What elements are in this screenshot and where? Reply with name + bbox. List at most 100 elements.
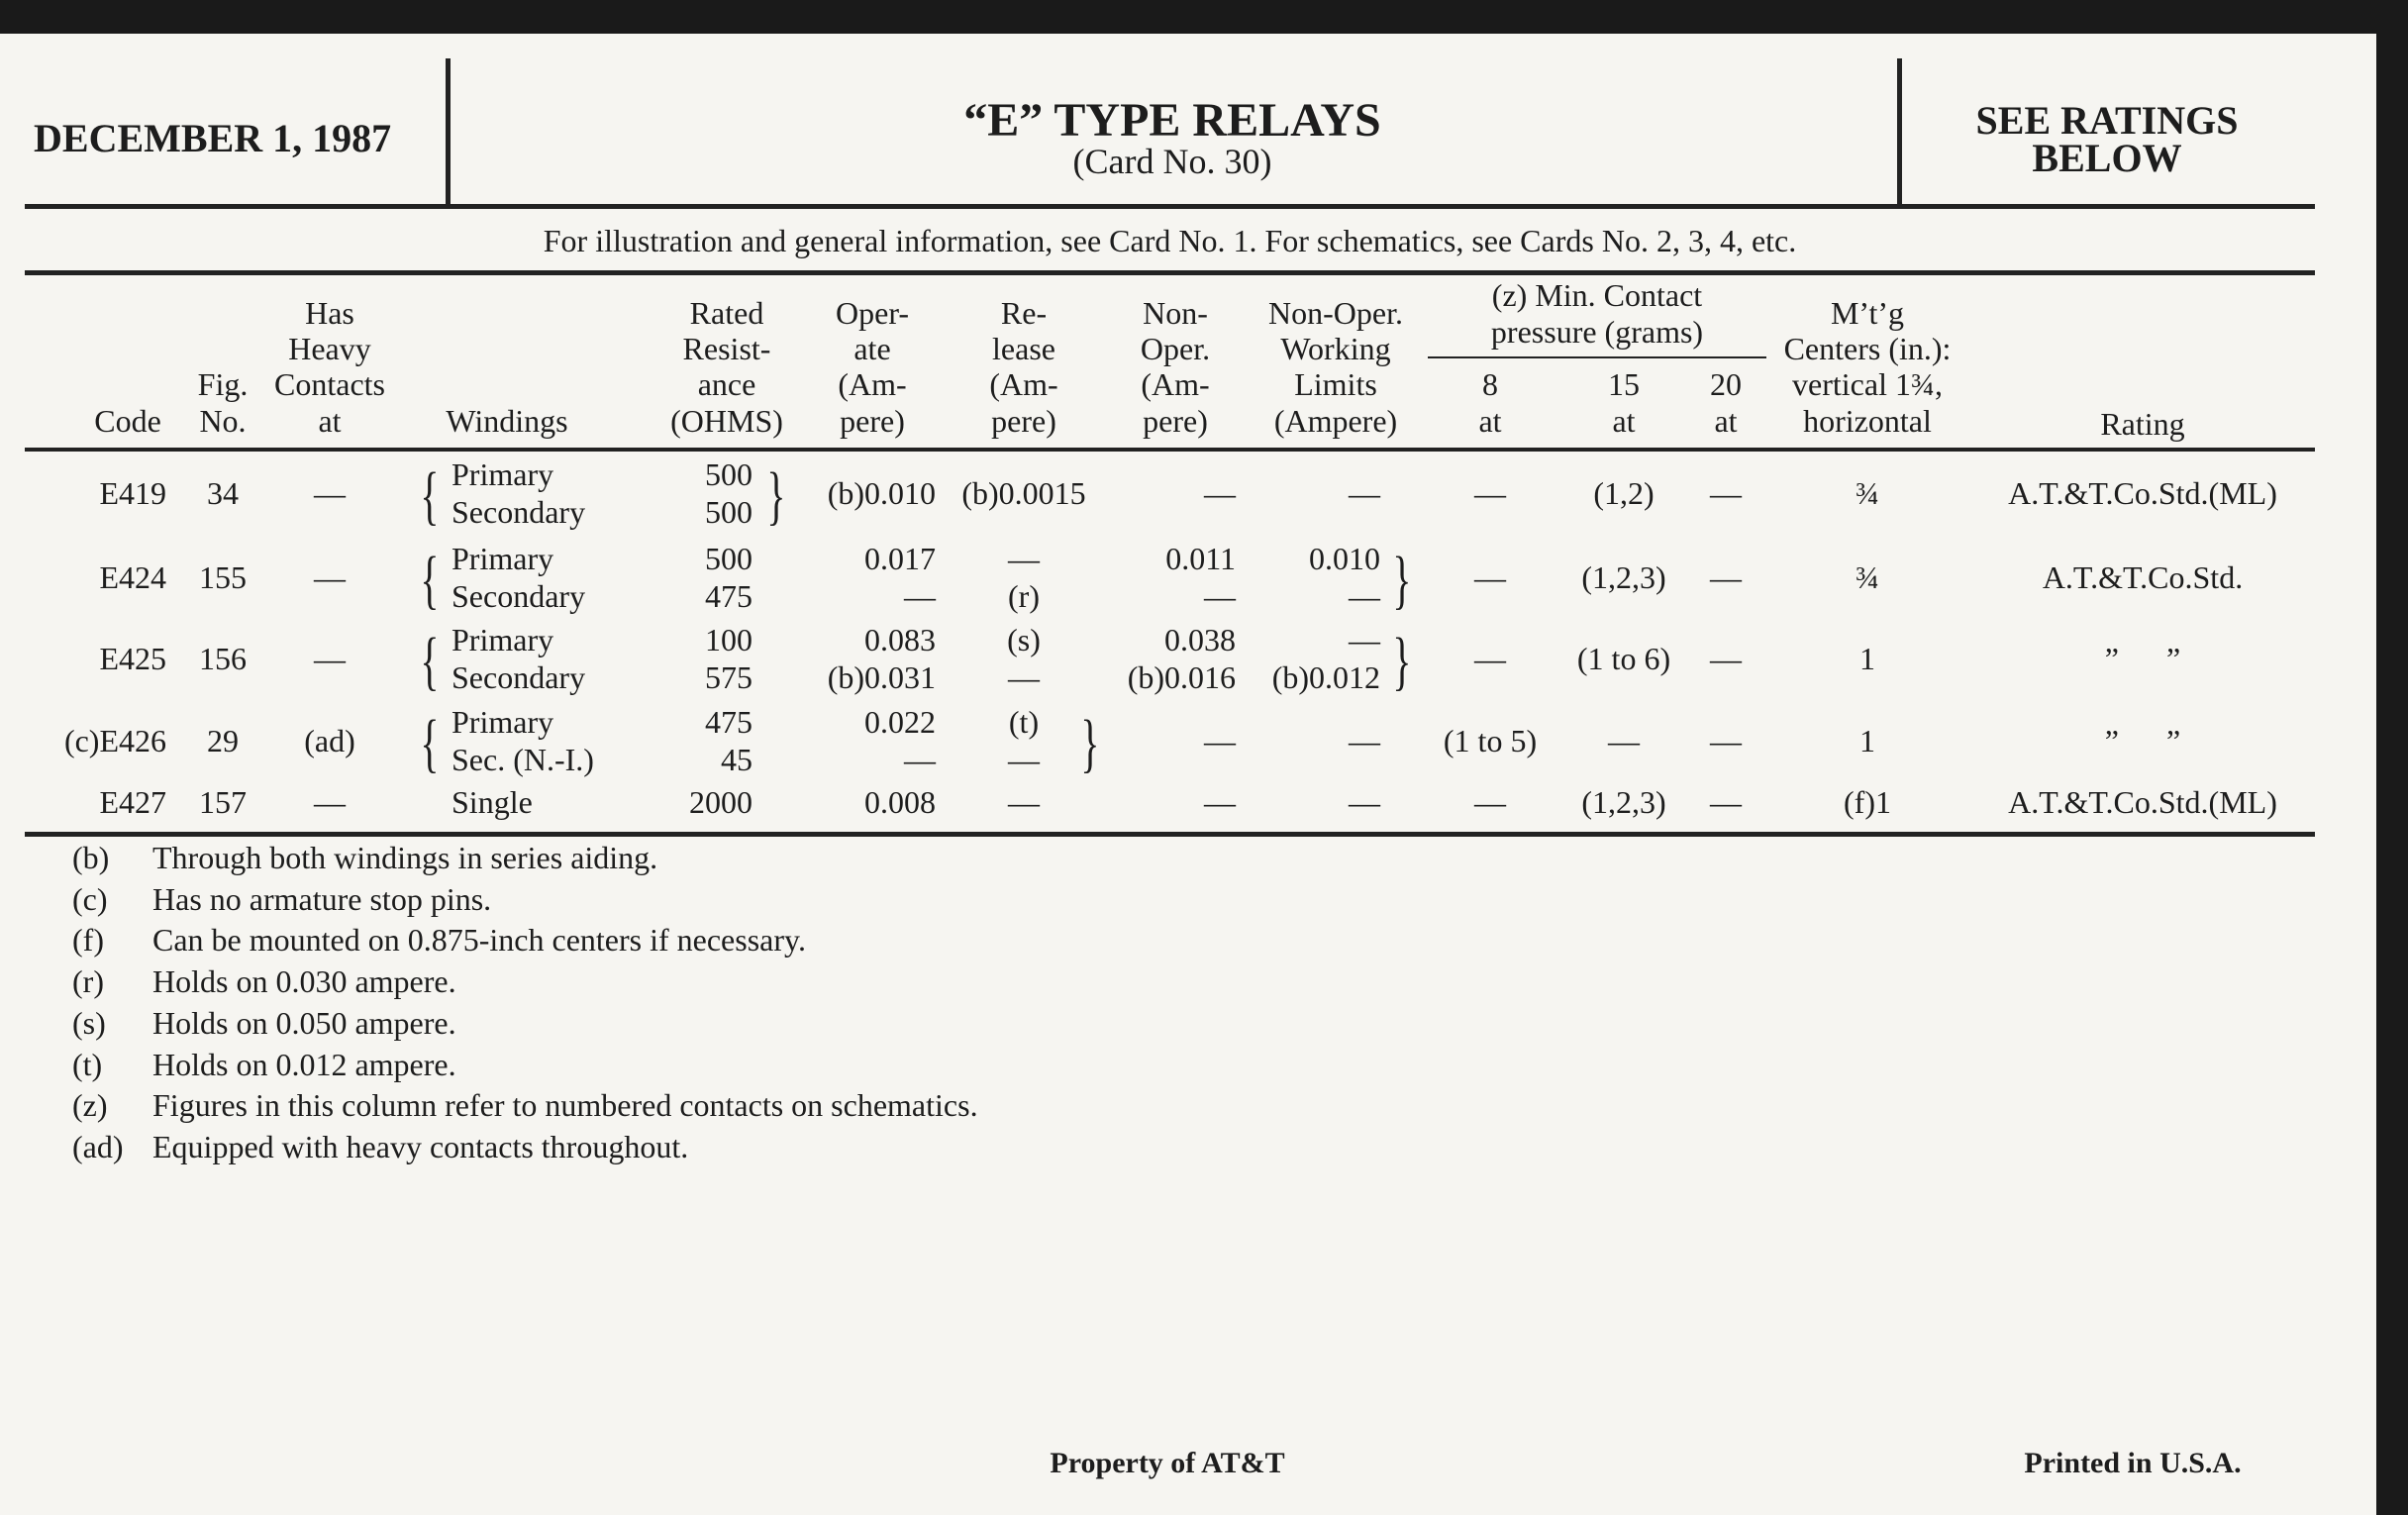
right-brace: } xyxy=(1392,625,1412,697)
cell-heavy: — xyxy=(314,559,346,595)
right-brace: } xyxy=(1080,707,1100,779)
cell-windings: Single xyxy=(452,784,533,820)
right-brace: } xyxy=(766,459,786,532)
cell-working: — xyxy=(1349,784,1380,820)
footnote-key: (s) xyxy=(72,1004,106,1041)
cell-c20: — xyxy=(1710,559,1742,595)
cell-rating: ” ” xyxy=(2104,723,2181,758)
column-header-c15: 15 xyxy=(1608,366,1640,402)
cell-fig: 157 xyxy=(199,784,247,820)
footer-printed: Printed in U.S.A. xyxy=(2024,1447,2242,1479)
cell-operate: (b)0.031 xyxy=(827,659,936,695)
cell-c8: — xyxy=(1474,641,1506,676)
footnote-key: (ad) xyxy=(72,1128,124,1164)
card-date: DECEMBER 1, 1987 xyxy=(34,116,392,160)
column-header-fig: No. xyxy=(199,403,247,439)
footnote-text: Holds on 0.050 ampere. xyxy=(152,1004,456,1041)
column-header-working: (Ampere) xyxy=(1273,403,1398,439)
cell-nonoper: — xyxy=(1204,578,1236,614)
cell-operate: 0.022 xyxy=(864,704,936,740)
column-header-mtg: Centers (in.): xyxy=(1783,331,1952,366)
footnote-text: Has no armature stop pins. xyxy=(152,880,492,917)
left-brace: { xyxy=(420,459,440,532)
cell-c20: — xyxy=(1710,641,1742,676)
column-header-release: (Am- xyxy=(989,366,1058,402)
cell-working: — xyxy=(1349,578,1380,614)
cell-heavy: — xyxy=(314,641,346,676)
cell-c20: — xyxy=(1710,475,1742,511)
footnote-text: Equipped with heavy contacts throughout. xyxy=(152,1128,689,1164)
column-header-release: Re- xyxy=(1000,295,1048,331)
cell-resistance: 500 xyxy=(705,494,752,530)
cell-c15: (1,2) xyxy=(1593,475,1655,511)
column-header-resistance: Resist- xyxy=(682,331,771,366)
column-header-working: Working xyxy=(1280,331,1391,366)
cell-windings: Primary xyxy=(452,622,554,657)
cell-windings: Sec. (N.-I.) xyxy=(452,742,594,777)
cell-fig: 156 xyxy=(199,641,247,676)
column-header-release: pere) xyxy=(991,403,1056,439)
cell-c15: (1,2,3) xyxy=(1581,784,1666,820)
cell-resistance: 500 xyxy=(705,456,752,492)
column-header-resistance: ance xyxy=(697,366,756,402)
footnote-key: (b) xyxy=(72,840,110,875)
column-header-nonoper: (Am- xyxy=(1141,366,1210,402)
footnote-text: Figures in this column refer to numbered… xyxy=(152,1087,978,1124)
column-header-working: Limits xyxy=(1294,366,1377,402)
column-header-c20: at xyxy=(1714,403,1738,439)
scan-border-right xyxy=(2376,0,2408,1515)
header-divider-right xyxy=(1897,58,1902,205)
cell-operate: 0.017 xyxy=(864,541,936,576)
cell-working: — xyxy=(1349,475,1380,511)
cell-code: E424 xyxy=(99,559,166,595)
cell-release: (b)0.0015 xyxy=(961,475,1086,511)
cell-c20: — xyxy=(1710,784,1742,820)
cell-windings: Primary xyxy=(452,541,554,576)
cell-release: — xyxy=(1008,784,1040,820)
header-divider-left xyxy=(446,58,451,205)
cell-operate: 0.083 xyxy=(864,622,936,657)
scan-border-top xyxy=(0,0,2408,34)
cell-resistance: 45 xyxy=(721,742,752,777)
cell-c15: — xyxy=(1608,723,1640,758)
cell-working: 0.010 xyxy=(1309,541,1380,576)
cell-windings: Secondary xyxy=(452,659,586,695)
cell-release: (r) xyxy=(1008,578,1040,614)
footnote-key: (z) xyxy=(72,1087,108,1124)
cell-resistance: 2000 xyxy=(689,784,752,820)
cell-resistance: 475 xyxy=(705,704,752,740)
cell-windings: Primary xyxy=(452,456,554,492)
cell-mtg: 1 xyxy=(1859,723,1875,758)
cell-fig: 34 xyxy=(207,475,239,511)
see-ratings-line2: BELOW xyxy=(2032,136,2182,180)
cell-mtg: (f)1 xyxy=(1844,784,1891,820)
cell-windings: Secondary xyxy=(452,494,586,530)
column-header-operate: (Am- xyxy=(838,366,907,402)
column-header-mtg: vertical 1¾, xyxy=(1792,366,1943,402)
cell-heavy: — xyxy=(314,475,346,511)
cell-release: (t) xyxy=(1008,704,1040,740)
cell-rating: A.T.&T.Co.Std. xyxy=(2042,559,2244,595)
cell-mtg: ¾ xyxy=(1856,475,1879,511)
cell-nonoper: (b)0.016 xyxy=(1127,659,1236,695)
cell-resistance: 100 xyxy=(705,622,752,657)
column-header-release: lease xyxy=(992,331,1055,366)
cell-release: (s) xyxy=(1007,622,1041,657)
left-brace: { xyxy=(420,544,440,616)
cell-c15: (1 to 6) xyxy=(1576,641,1671,676)
cell-release: — xyxy=(1008,541,1040,576)
left-brace: { xyxy=(420,707,440,779)
cell-heavy: — xyxy=(314,784,346,820)
cell-c8: — xyxy=(1474,559,1506,595)
see-ratings-line1: SEE RATINGS xyxy=(1975,98,2239,143)
cell-working: (b)0.012 xyxy=(1271,659,1380,695)
column-header-windings: Windings xyxy=(446,403,568,439)
column-header-contact-group: (z) Min. Contact xyxy=(1491,277,1703,313)
column-header-c8: at xyxy=(1478,403,1502,439)
column-header-heavy: Contacts xyxy=(274,366,385,402)
cell-windings: Secondary xyxy=(452,578,586,614)
column-header-heavy: at xyxy=(318,403,342,439)
cell-resistance: 500 xyxy=(705,541,752,576)
column-header-fig: Fig. xyxy=(197,366,249,402)
cell-nonoper: 0.038 xyxy=(1164,622,1236,657)
